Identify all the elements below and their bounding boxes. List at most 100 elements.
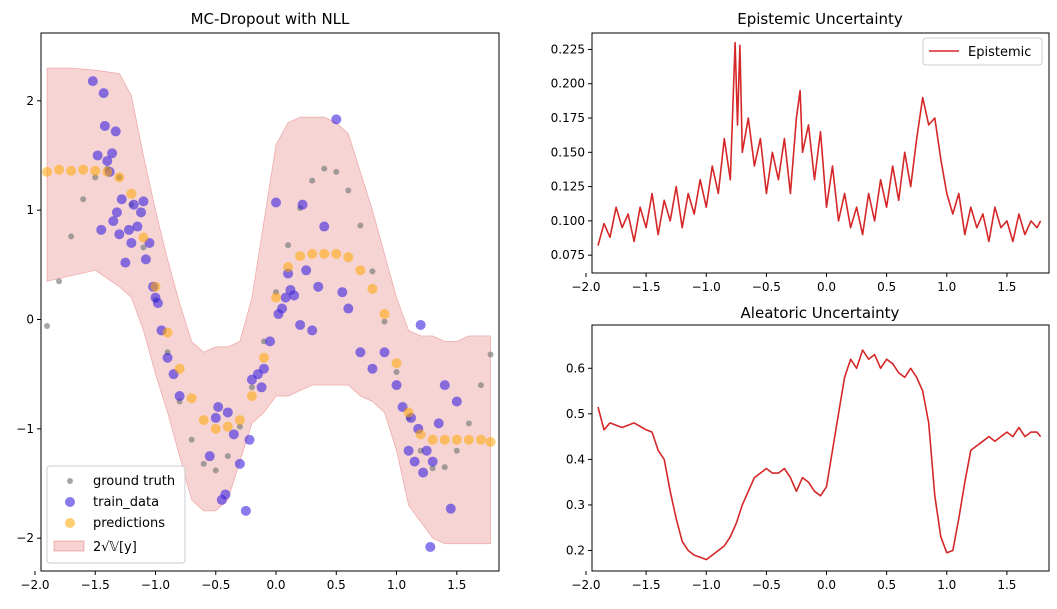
plot-area (597, 41, 1042, 246)
data-point (439, 380, 450, 391)
data-point (200, 460, 207, 467)
legend-label-predictions: predictions (93, 516, 165, 531)
series-train-data (87, 76, 462, 552)
legend-marker-train-data (65, 497, 75, 507)
data-point (333, 168, 340, 175)
data-point (418, 467, 429, 478)
x-tick-label: −1.0 (692, 280, 721, 294)
data-point (68, 233, 75, 240)
data-point (307, 325, 318, 336)
data-point (265, 336, 275, 347)
data-point (99, 120, 110, 131)
y-tick-label: 0.4 (566, 452, 585, 466)
data-point (186, 393, 197, 404)
data-point (224, 453, 231, 460)
data-point (309, 177, 316, 184)
data-point (421, 445, 432, 456)
data-point (222, 421, 233, 432)
data-point (295, 251, 306, 262)
legend: Epistemic (922, 37, 1043, 66)
data-point (321, 165, 328, 172)
data-point (289, 290, 300, 301)
data-point (111, 207, 122, 218)
y-tick-label: 0.225 (551, 42, 585, 56)
axes-frame (591, 324, 1050, 572)
data-point (228, 429, 239, 440)
x-tick-label: 1.5 (997, 578, 1016, 592)
x-tick-label: 1.0 (387, 578, 406, 592)
data-point (379, 309, 390, 320)
x-tick-label: 1.0 (937, 280, 956, 294)
y-tick-label: 0.125 (551, 180, 585, 194)
data-point (433, 418, 444, 429)
data-point (98, 88, 109, 99)
data-point (107, 148, 118, 159)
data-point (102, 155, 113, 166)
aleatoric-panel: Aleatoric Uncertainty −2.0 −1.5 −1.0 −0.5 0.… (566, 304, 1050, 592)
data-point (54, 164, 65, 175)
data-point (162, 352, 173, 363)
x-tick-label: −0.5 (201, 578, 230, 592)
y-tick-label: 0.2 (566, 544, 585, 558)
data-point (357, 222, 364, 229)
data-point (453, 447, 460, 454)
data-point (463, 434, 474, 445)
data-point (120, 257, 131, 268)
data-point (427, 456, 438, 467)
legend-label-ground-truth: ground truth (93, 474, 175, 489)
y-tick-label: 0.150 (551, 145, 585, 159)
x-tick-label: −0.5 (752, 578, 781, 592)
y-tick-label: 0.5 (566, 407, 585, 421)
mc-dropout-panel: MC-Dropout with NLL −2.0 −1.5 −1.0 −0.5 0.0 0… (16, 10, 500, 592)
data-point (114, 172, 125, 183)
x-tick-label: 0.0 (817, 280, 836, 294)
y-tick-label: 0.075 (551, 248, 585, 262)
series-line-epistemic (597, 41, 1042, 246)
data-point (337, 287, 348, 298)
data-point (210, 412, 221, 423)
y-tick-label: −2 (16, 531, 34, 545)
data-point (256, 382, 267, 393)
data-point (283, 262, 294, 273)
data-point (439, 434, 450, 445)
axis-ticks: −2.0 −1.5 −1.0 −0.5 0.0 0.5 1.0 1.5 0.075 0.100 0.… (551, 42, 1017, 294)
chart-title: Aleatoric Uncertainty (741, 304, 900, 322)
data-point (212, 467, 219, 474)
legend-label-train-data: train_data (93, 495, 159, 510)
data-point (87, 76, 98, 87)
legend: ground truth train_data predictions 2√𝕍[… (46, 465, 186, 564)
data-point (234, 458, 245, 469)
data-point (138, 232, 149, 243)
data-point (465, 420, 472, 427)
plot-area (42, 67, 496, 552)
data-point (44, 323, 51, 330)
data-point (355, 265, 366, 276)
data-point (475, 434, 486, 445)
data-point (280, 292, 291, 303)
series-predictions (42, 164, 496, 447)
x-tick-label: 0.5 (327, 578, 346, 592)
axis-ticks: −2.0 −1.5 −1.0 −0.5 0.0 0.5 1.0 1.5 0.2 0.3 0.4 0.5… (566, 361, 1017, 592)
data-point (487, 351, 494, 358)
data-point (188, 436, 195, 443)
axes-frame (40, 32, 500, 572)
uncertainty-band (46, 67, 491, 545)
data-point (391, 358, 402, 369)
axis-ticks: −2.0 −1.5 −1.0 −0.5 0.0 0.5 1.0 1.5 −2 −1 0 1 2 (16, 94, 466, 592)
x-tick-label: 1.5 (997, 280, 1016, 294)
data-point (136, 207, 147, 218)
data-point (425, 541, 436, 552)
data-point (174, 363, 185, 374)
data-point (246, 391, 257, 402)
data-point (429, 465, 436, 472)
data-point (174, 391, 185, 402)
data-point (90, 165, 101, 176)
data-point (210, 423, 221, 434)
x-tick-label: −1.5 (632, 280, 661, 294)
data-point (220, 489, 231, 500)
x-tick-label: −2.0 (571, 578, 600, 592)
data-point (379, 347, 390, 358)
data-point (403, 407, 414, 418)
x-tick-label: −2.0 (571, 280, 600, 294)
data-point (240, 505, 251, 516)
